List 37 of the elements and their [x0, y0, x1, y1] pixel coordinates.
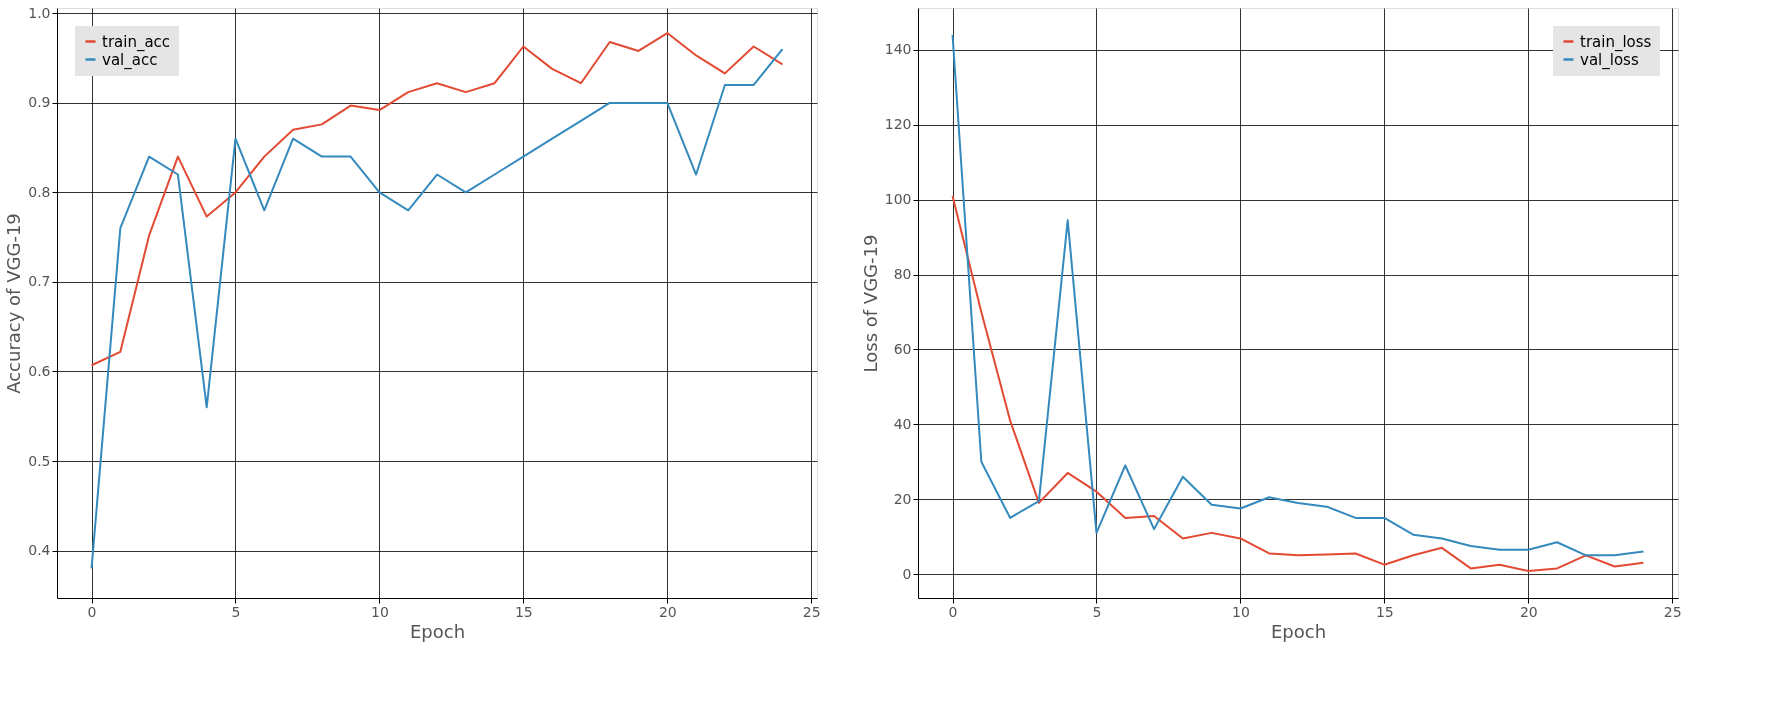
legend-label: train_acc — [102, 32, 171, 52]
legend-label: val_loss — [1580, 50, 1639, 70]
y-axis-title: Accuracy of VGG-19 — [3, 213, 25, 394]
x-tick-label: 25 — [802, 603, 821, 620]
x-tick-label: 0 — [948, 603, 958, 620]
y-tick-label: 80 — [893, 266, 912, 283]
x-axis-title: Epoch — [409, 620, 466, 642]
y-tick-label: 1.0 — [28, 4, 51, 21]
x-axis-title: Epoch — [1270, 620, 1327, 642]
y-tick-label: 20 — [893, 490, 912, 507]
x-tick-label: 15 — [514, 603, 533, 620]
y-tick-label: 40 — [893, 415, 912, 432]
y-tick-label: 0.5 — [28, 452, 51, 469]
x-tick-label: 5 — [1092, 603, 1102, 620]
x-tick-label: 0 — [87, 603, 97, 620]
y-tick-label: 100 — [884, 191, 912, 208]
x-tick-label: 20 — [1519, 603, 1538, 620]
x-tick-label: 20 — [658, 603, 677, 620]
y-tick-label: 0.9 — [28, 94, 51, 111]
line-series — [951, 194, 1645, 573]
y-tick-label: 0.8 — [28, 183, 51, 200]
legend-label: train_loss — [1580, 32, 1652, 52]
x-tick-label: 5 — [231, 603, 241, 620]
y-tick-label: 0.4 — [28, 542, 51, 559]
y-tick-label: 140 — [884, 41, 912, 58]
y-tick-label: 60 — [893, 340, 912, 357]
y-tick-label: 120 — [884, 116, 912, 133]
line-series — [90, 32, 784, 367]
x-tick-label: 10 — [371, 603, 389, 620]
x-tick-label: 10 — [1232, 603, 1250, 620]
y-tick-label: 0 — [902, 565, 912, 582]
y-axis-title: Loss of VGG-19 — [859, 234, 881, 373]
y-tick-label: 0.6 — [28, 362, 51, 379]
y-tick-label: 0.7 — [28, 273, 51, 290]
legend-label: val_acc — [102, 50, 158, 70]
x-tick-label: 15 — [1375, 603, 1394, 620]
x-tick-label: 25 — [1663, 603, 1682, 620]
